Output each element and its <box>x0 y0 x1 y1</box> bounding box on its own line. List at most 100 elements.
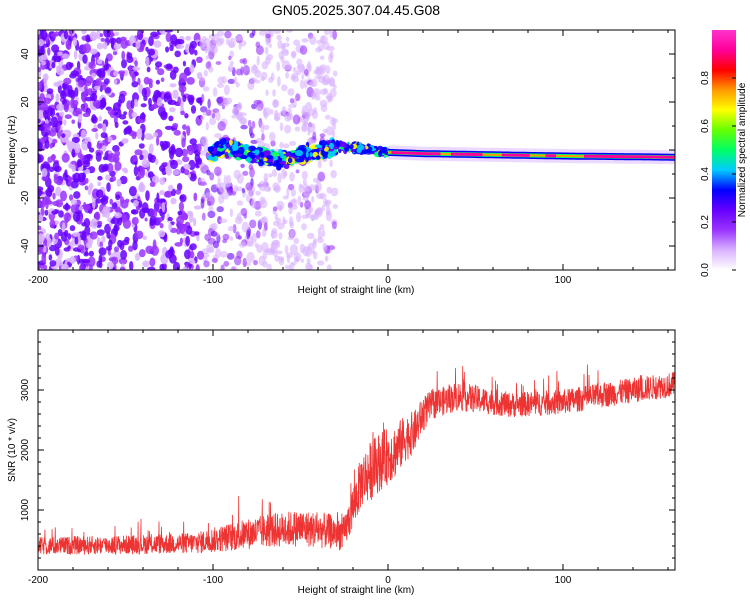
spectrogram-noise-cell <box>65 138 70 146</box>
spectrogram-noise-cell <box>229 208 234 218</box>
spectrogram-noise-cell <box>69 194 74 201</box>
spectrogram-noise-cell <box>267 263 272 270</box>
spectrogram-noise-cell <box>118 70 126 75</box>
spectrogram-noise-cell <box>209 117 217 126</box>
spectrogram-noise-cell <box>283 170 288 177</box>
spectrogram-noise-cell <box>325 114 331 120</box>
spectrogram-noise-cell <box>38 214 44 224</box>
spectrogram-signal-cell <box>357 144 365 151</box>
spectrogram-noise-cell <box>292 67 297 73</box>
spectrogram-noise-cell <box>91 128 99 132</box>
spectrogram-noise-cell <box>277 39 283 49</box>
spectrogram-noise-cell <box>82 43 92 54</box>
spectrogram-noise-cell <box>104 57 109 67</box>
spectrogram-noise-cell <box>187 94 195 103</box>
spectrogram-noise-cell <box>61 153 70 163</box>
spectrogram-noise-cell <box>289 221 294 229</box>
spectrogram-noise-cell <box>168 222 173 231</box>
spectrogram-signal-cell <box>237 146 245 154</box>
spectrogram-noise-cell <box>114 150 121 157</box>
spectrogram-noise-cell <box>47 47 51 56</box>
spectrogram-noise-cell <box>216 96 224 104</box>
spectrogram-noise-cell <box>131 216 139 225</box>
colorbar-tick-label: 0.0 <box>700 263 711 277</box>
spectrogram-noise-cell <box>276 61 281 72</box>
spectrogram-band-peak <box>583 154 675 159</box>
spectrogram-signal-cell <box>335 141 341 148</box>
spectrogram-noise-cell <box>78 86 86 92</box>
spectrogram-signal-cell <box>243 150 248 157</box>
spectrogram-noise-cell <box>212 87 218 97</box>
spectrogram-signal-cell <box>248 145 256 152</box>
spectrogram-noise-cell <box>55 93 60 103</box>
spectrogram-signal-cell <box>384 151 389 156</box>
spectrogram-noise-cell <box>105 174 111 181</box>
spectrogram-noise-cell <box>163 234 168 243</box>
spectrogram-noise-cell <box>95 132 99 140</box>
spectrogram-noise-cell <box>323 30 331 36</box>
spectrogram-noise-cell <box>292 114 301 125</box>
spectrogram-noise-cell <box>52 200 60 206</box>
spectrogram-noise-cell <box>91 115 98 124</box>
spectrogram-noise-cell <box>204 192 213 198</box>
spectrogram-noise-cell <box>180 86 185 97</box>
spectrogram-noise-cell <box>59 111 65 117</box>
spectrogram-noise-cell <box>253 99 262 105</box>
spectrogram-noise-cell <box>284 113 292 122</box>
spectrogram-noise-cell <box>38 66 42 73</box>
spectrogram-noise-cell <box>268 43 273 48</box>
spectrogram-noise-cell <box>42 196 51 205</box>
spectrogram-noise-cell <box>60 190 67 202</box>
spectrogram-signal-cell <box>323 146 329 152</box>
spectrogram-noise-cell <box>206 169 211 176</box>
spectrogram-noise-cell <box>189 64 195 73</box>
spectrogram-noise-cell <box>272 99 279 109</box>
spectrogram-noise-cell <box>183 223 188 232</box>
spectrogram-signal-cell <box>276 164 281 171</box>
spectrogram-noise-cell <box>169 44 174 52</box>
spectrogram-noise-cell <box>62 222 66 233</box>
spectrogram-noise-cell <box>185 235 191 247</box>
spectrogram-noise-cell <box>230 267 236 270</box>
spectrogram-noise-cell <box>172 169 180 176</box>
spectrogram-noise-cell <box>317 232 323 240</box>
spectrogram-noise-cell <box>112 145 120 152</box>
spectrogram-noise-cell <box>261 133 265 141</box>
spectrogram-noise-cell <box>251 103 257 110</box>
spectrogram-noise-cell <box>141 159 150 168</box>
spectrogram-noise-cell <box>177 210 183 216</box>
spectrogram-noise-cell <box>293 237 300 245</box>
spectrogram-noise-cell <box>313 210 320 221</box>
spectrogram-signal-cell <box>283 164 290 170</box>
spectrogram-noise-cell <box>200 106 208 113</box>
snr-x-tick-label: 100 <box>555 575 572 586</box>
spectrogram-noise-cell <box>135 40 141 49</box>
spectrogram-noise-cell <box>101 97 106 107</box>
spectrogram-noise-cell <box>278 232 283 240</box>
spectrogram-noise-cell <box>201 212 206 221</box>
spectrogram-noise-cell <box>51 44 60 53</box>
spectrogram-noise-cell <box>284 245 289 254</box>
spectrogram-noise-cell <box>211 112 216 119</box>
spectrogram-noise-cell <box>160 77 165 82</box>
spectrogram-noise-cell <box>112 250 121 258</box>
spectrogram-noise-cell <box>201 93 205 103</box>
spectrogram-noise-cell <box>289 171 295 182</box>
spectrogram-noise-cell <box>262 124 270 131</box>
spectrogram-signal-cell <box>272 151 279 157</box>
spectrogram-noise-cell <box>121 59 127 69</box>
spectrogram-noise-cell <box>205 122 209 131</box>
spectrogram-noise-cell <box>77 244 85 251</box>
spectrogram-signal-cell <box>295 150 303 157</box>
spectrogram-noise-cell <box>241 187 246 194</box>
spectrogram-noise-cell <box>54 258 63 267</box>
spectrogram-noise-cell <box>200 115 205 121</box>
spectrogram-noise-cell <box>208 205 214 212</box>
spectrogram-noise-cell <box>236 200 243 206</box>
spectrogram-noise-cell <box>308 206 314 214</box>
spectrogram-noise-cell <box>290 188 296 197</box>
spectrogram-noise-cell <box>229 236 234 242</box>
spectrogram-noise-cell <box>95 189 104 199</box>
spectrogram-signal-cell <box>287 157 293 164</box>
spectrogram-noise-cell <box>87 256 96 267</box>
